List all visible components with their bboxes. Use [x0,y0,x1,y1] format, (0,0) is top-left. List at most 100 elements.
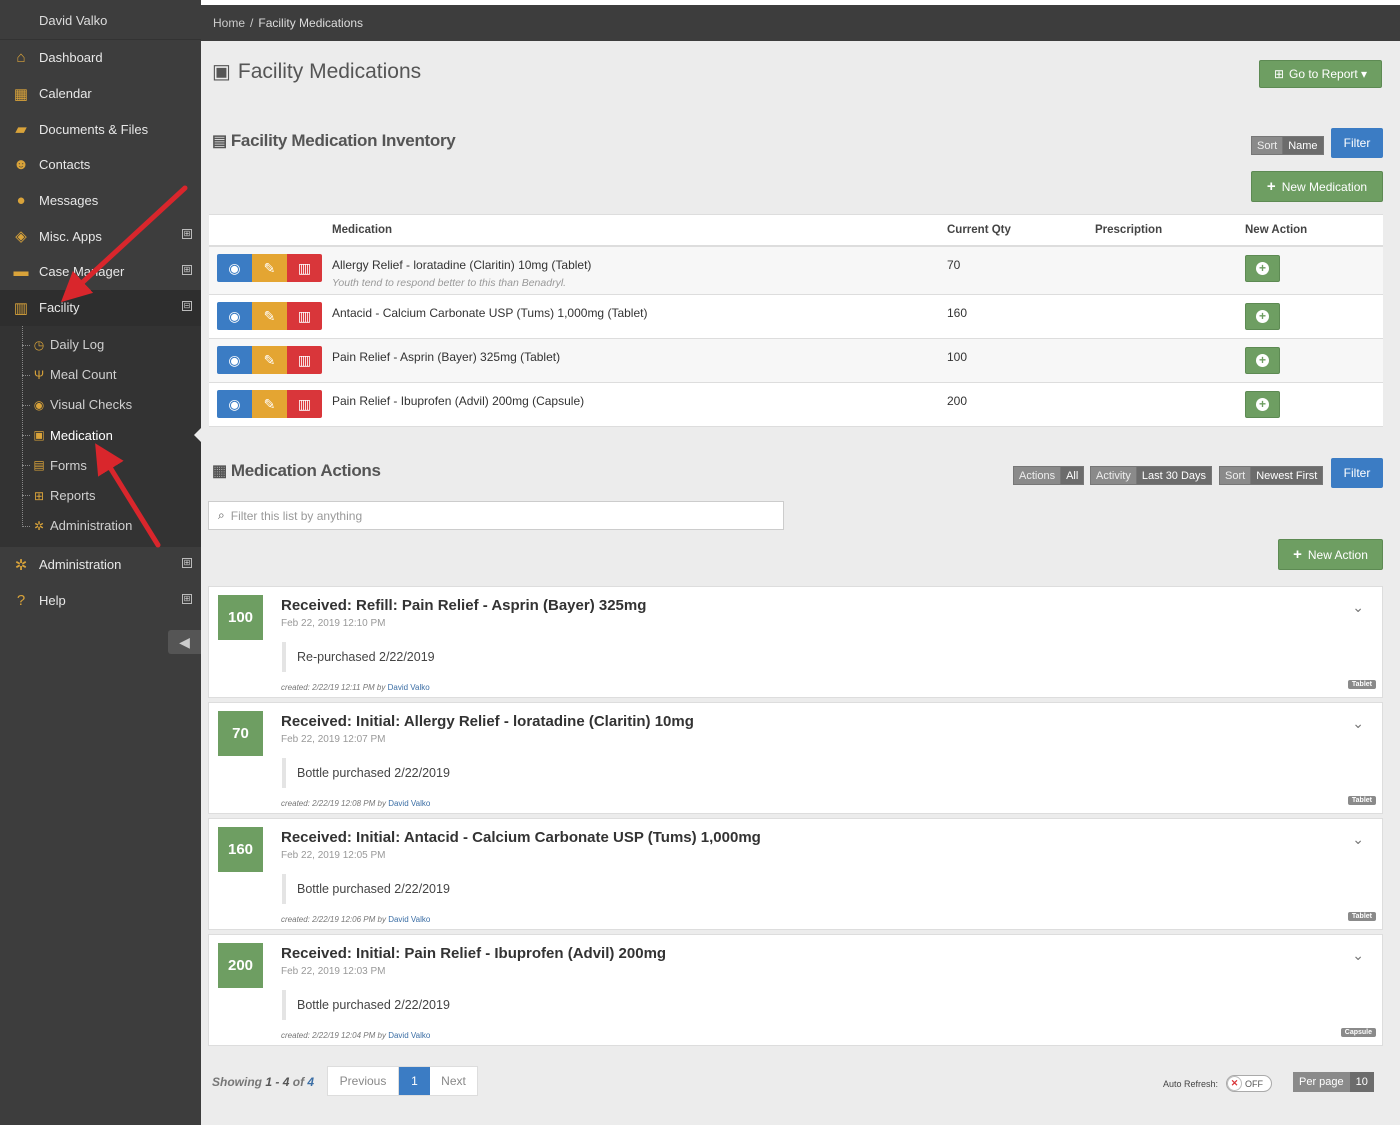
view-button[interactable]: ◉ [217,346,252,374]
go-to-report-label: Go to Report ▾ [1289,67,1368,81]
pagination-page-1[interactable]: 1 [399,1067,430,1095]
sidebar-item-label: Contacts [39,157,91,173]
action-note: Bottle purchased 2/22/2019 [282,990,450,1020]
action-created: created: 2/22/19 12:11 PM by David Valko [281,683,430,692]
sidebar-item-case-manager[interactable]: ▬ Case Manager ⊞ [0,254,201,290]
edit-button[interactable]: ✎ [252,254,287,282]
sidebar-item-administration[interactable]: ✲ Administration ⊞ [0,547,201,583]
plus-icon: + [1293,546,1302,563]
collapse-icon[interactable]: ⊟ [182,300,192,311]
medication-name[interactable]: Antacid - Calcium Carbonate USP (Tums) 1… [332,306,648,320]
inventory-title: ▤ Facility Medication Inventory [212,131,456,151]
view-button[interactable]: ◉ [217,390,252,418]
delete-button[interactable]: ▥ [287,254,322,282]
auto-refresh-toggle[interactable]: ✕ OFF [1226,1075,1273,1092]
author-link[interactable]: David Valko [388,799,431,808]
building-icon: ▥ [13,299,29,317]
new-action-button[interactable]: + [1245,347,1280,374]
expand-icon[interactable]: ⊞ [182,593,192,604]
sidebar-item-contacts[interactable]: ☻ Contacts [0,147,201,183]
go-to-report-button[interactable]: ⊞ Go to Report ▾ [1259,60,1382,88]
sidebar-subitem-daily-log[interactable]: ◷ Daily Log [0,330,201,360]
action-card[interactable]: 100 Received: Refill: Pain Relief - Aspr… [208,586,1383,698]
trash-icon: ▥ [297,307,312,324]
showing-of: of [292,1075,305,1089]
delete-button[interactable]: ▥ [287,390,322,418]
expand-icon[interactable]: ⊞ [182,265,192,276]
pagination-next[interactable]: Next [441,1074,466,1088]
edit-icon: ✎ [263,259,276,276]
main-content: ▣ Facility Medications ⊞ Go to Report ▾ … [201,41,1400,1115]
action-card[interactable]: 200 Received: Initial: Pain Relief - Ibu… [208,934,1383,1046]
sidebar-item-messages[interactable]: ● Messages [0,183,201,219]
sidebar-item-dashboard[interactable]: ⌂ Dashboard [0,40,201,76]
action-title: Received: Initial: Allergy Relief - lora… [281,713,694,730]
expand-icon[interactable]: ⊞ [182,557,192,568]
created-text: created: 2/22/19 12:11 PM by [281,683,386,692]
new-action-button[interactable]: + [1245,255,1280,282]
author-link[interactable]: David Valko [388,1031,431,1040]
action-card[interactable]: 160 Received: Initial: Antacid - Calcium… [208,818,1383,930]
action-date: Feb 22, 2019 12:03 PM [281,966,386,977]
breadcrumb-home[interactable]: Home [213,16,246,30]
search-input[interactable]: ⌕ Filter this list by anything [208,501,784,530]
author-link[interactable]: David Valko [388,915,431,924]
action-created: created: 2/22/19 12:08 PM by David Valko [281,799,430,808]
action-title: Received: Refill: Pain Relief - Asprin (… [281,597,647,614]
sidebar-subitem-meal-count[interactable]: Ψ Meal Count [0,360,201,390]
medication-name[interactable]: Pain Relief - Ibuprofen (Advil) 200mg (C… [332,394,585,408]
new-action-button[interactable]: + [1245,303,1280,330]
action-card[interactable]: 70 Received: Initial: Allergy Relief - l… [208,702,1383,814]
delete-button[interactable]: ▥ [287,346,322,374]
expand-icon[interactable]: ⊞ [182,229,192,240]
per-page-select[interactable]: Per page 10 [1293,1072,1374,1092]
edit-button[interactable]: ✎ [252,390,287,418]
delete-button[interactable]: ▥ [287,302,322,330]
sidebar-item-label: Case Manager [39,264,125,280]
sidebar-item-documents[interactable]: ▰ Documents & Files [0,111,201,147]
sidebar-item-help[interactable]: ? Help ⊞ [0,583,201,619]
medication-name[interactable]: Allergy Relief - loratadine (Claritin) 1… [332,258,592,272]
archive-icon: ▤ [212,133,227,150]
actions-filter-button[interactable]: Filter [1331,458,1383,488]
new-action-button[interactable]: + [1245,391,1280,418]
edit-button[interactable]: ✎ [252,302,287,330]
breadcrumb-current: Facility Medications [258,16,364,30]
sidebar-subitem-medication[interactable]: ▣ Medication [0,420,201,450]
sidebar-item-facility[interactable]: ▥ Facility ⊟ [0,289,201,326]
inventory-sort-pill[interactable]: Sort Name [1251,136,1324,155]
sidebar-subitem-forms[interactable]: ▤ Forms [0,450,201,480]
pagination-previous[interactable]: Previous [328,1067,399,1095]
users-icon: ☻ [13,156,29,174]
actions-sort-pill[interactable]: Sort Newest First [1219,466,1324,485]
view-button[interactable]: ◉ [217,254,252,282]
sidebar-subitem-administration[interactable]: ✲ Administration [0,511,201,541]
user-name[interactable]: David Valko [0,0,201,40]
header-current-qty: Current Qty [947,224,1011,236]
qty-badge: 200 [218,943,263,988]
chevron-down-icon[interactable]: ⌄ [1352,599,1364,615]
inventory-filter-button[interactable]: Filter [1331,128,1383,158]
sidebar-subitem-reports[interactable]: ⊞ Reports [0,480,201,510]
new-medication-button[interactable]: + New Medication [1251,171,1383,202]
sidebar-item-label: Calendar [39,86,92,102]
sidebar-item-misc-apps[interactable]: ◈ Misc. Apps ⊞ [0,218,201,254]
search-icon: ⌕ [218,508,225,522]
actions-activity-pill[interactable]: Activity Last 30 Days [1090,466,1213,485]
author-link[interactable]: David Valko [387,683,430,692]
new-action-button[interactable]: + New Action [1278,539,1383,570]
chevron-down-icon[interactable]: ⌄ [1352,947,1364,963]
edit-button[interactable]: ✎ [252,346,287,374]
form-tag: Tablet [1347,912,1376,921]
sidebar-collapse-button[interactable]: ◀ [168,630,201,654]
header-prescription: Prescription [1095,224,1163,236]
chevron-down-icon[interactable]: ⌄ [1352,715,1364,731]
medication-name[interactable]: Pain Relief - Asprin (Bayer) 325mg (Tabl… [332,350,561,364]
sidebar-subitem-visual-checks[interactable]: ◉ Visual Checks [0,390,201,420]
sidebar: David Valko ⌂ Dashboard ▦ Calendar ▰ Doc… [0,0,201,1125]
chevron-down-icon[interactable]: ⌄ [1352,831,1364,847]
actions-type-pill[interactable]: Actions All [1013,466,1085,485]
sidebar-item-calendar[interactable]: ▦ Calendar [0,76,201,112]
plus-circle-icon: + [1256,354,1269,367]
view-button[interactable]: ◉ [217,302,252,330]
